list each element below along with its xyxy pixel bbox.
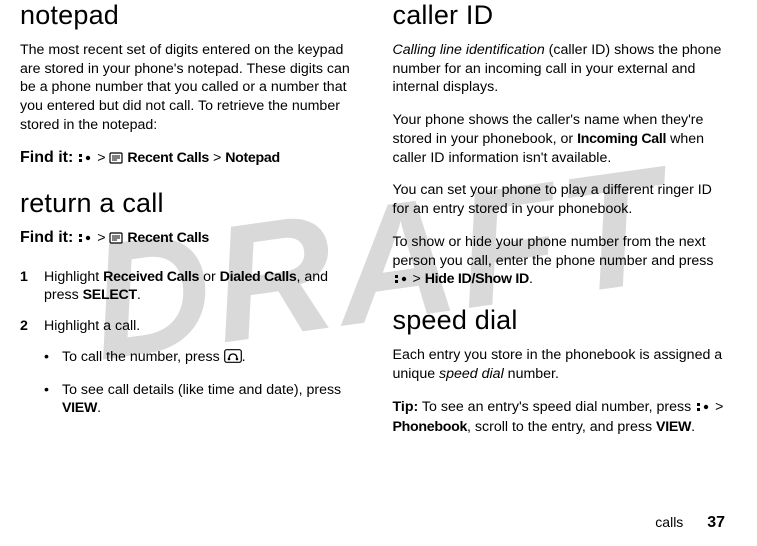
findit-return: Find it: > Recent Calls [20, 229, 357, 248]
page-content: notepad The most recent set of digits en… [0, 0, 757, 546]
text: number. [504, 366, 559, 382]
step-body: Highlight Received Calls or Dialed Calls… [44, 268, 357, 305]
findit-label: Find it: [20, 229, 73, 246]
step-number: 1 [20, 268, 44, 305]
callerid-p4: To show or hide your phone number from t… [393, 233, 730, 291]
bullet-dot: • [44, 348, 62, 369]
menu-key-icon [695, 400, 711, 419]
hide-show-id-text: Hide ID/Show ID [425, 271, 529, 287]
view-text: VIEW [62, 400, 97, 416]
notepad-text: Notepad [225, 150, 280, 166]
return-call-heading: return a call [20, 188, 357, 219]
notepad-body: The most recent set of digits entered on… [20, 41, 357, 135]
text: , scroll to the entry, and press [467, 419, 656, 435]
text: To see an entry's speed dial number, pre… [418, 399, 695, 415]
callerid-p1: Calling line identification (caller ID) … [393, 41, 730, 97]
received-calls-text: Received Calls [103, 269, 199, 285]
gt: > [97, 230, 105, 246]
text: . [242, 349, 246, 365]
italic-text: Calling line identification [393, 42, 545, 58]
text: To call the number, press [62, 349, 224, 365]
select-text: SELECT [83, 287, 137, 303]
tip-paragraph: Tip: To see an entry's speed dial number… [393, 398, 730, 437]
bullet-item: • To see call details (like time and dat… [44, 381, 357, 418]
recent-calls-text: Recent Calls [127, 230, 209, 246]
send-key-icon [224, 349, 242, 369]
gt: > [715, 399, 723, 415]
menu-key-icon [77, 232, 93, 248]
step-2: 2 Highlight a call. [20, 317, 357, 336]
text: or [199, 269, 220, 285]
menu-key-icon [77, 152, 93, 168]
bullet-list: • To call the number, press . • To see c… [20, 348, 357, 418]
phonebook-text: Phonebook [393, 419, 468, 435]
speeddial-heading: speed dial [393, 305, 730, 336]
dialed-calls-text: Dialed Calls [220, 269, 297, 285]
callerid-p3: You can set your phone to play a differe… [393, 181, 730, 218]
italic-text: speed dial [439, 366, 504, 382]
left-column: notepad The most recent set of digits en… [20, 0, 375, 546]
tip-label: Tip: [393, 399, 419, 415]
speeddial-p1: Each entry you store in the phonebook is… [393, 346, 730, 383]
recent-calls-icon [109, 152, 123, 168]
notepad-heading: notepad [20, 0, 357, 31]
text: To see call details (like time and date)… [62, 382, 341, 398]
step-number: 2 [20, 317, 44, 336]
findit-label: Find it: [20, 149, 73, 166]
recent-calls-text: Recent Calls [127, 150, 209, 166]
findit-notepad: Find it: > Recent Calls > Notepad [20, 149, 357, 168]
menu-key-icon [393, 272, 409, 291]
gt: > [213, 150, 221, 166]
callerid-p2: Your phone shows the caller's name when … [393, 111, 730, 167]
text: Highlight [44, 269, 103, 285]
bullet-body: To see call details (like time and date)… [62, 381, 357, 418]
step-body: Highlight a call. [44, 317, 357, 336]
bullet-body: To call the number, press . [62, 348, 357, 369]
right-column: caller ID Calling line identification (c… [375, 0, 730, 546]
text: . [691, 419, 695, 435]
view-text: VIEW [656, 419, 691, 435]
step-1: 1 Highlight Received Calls or Dialed Cal… [20, 268, 357, 305]
bullet-item: • To call the number, press . [44, 348, 357, 369]
gt: > [412, 271, 420, 287]
text: . [97, 400, 101, 416]
recent-calls-icon [109, 232, 123, 248]
callerid-heading: caller ID [393, 0, 730, 31]
text: . [529, 271, 533, 287]
text: . [137, 287, 141, 303]
incoming-call-text: Incoming Call [577, 131, 666, 147]
gt: > [97, 150, 105, 166]
text: To show or hide your phone number from t… [393, 234, 714, 269]
bullet-dot: • [44, 381, 62, 418]
